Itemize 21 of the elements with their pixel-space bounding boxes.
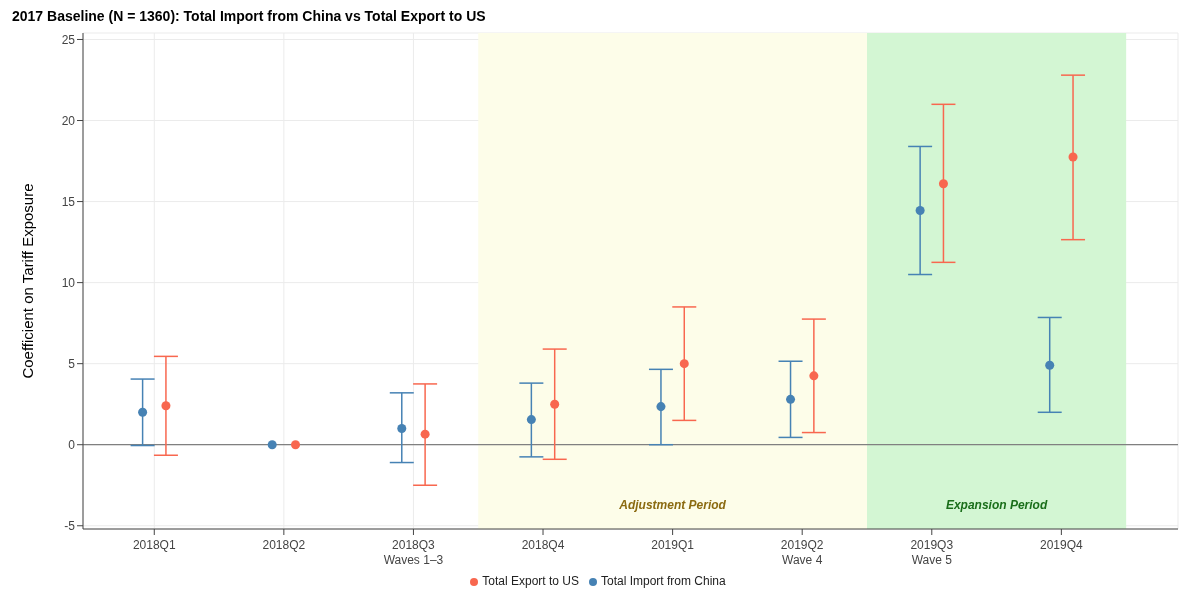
chart-title: 2017 Baseline (N = 1360): Total Import from China vs Total Export to US [12,8,487,24]
band-label: Expansion Period [945,498,1048,512]
y-tick-label: 5 [68,356,76,371]
x-tick-label: 2019Q2 Wave 4 [780,538,824,567]
y-tick-label: 20 [61,113,76,128]
legend-label: Total Export to US [482,574,579,588]
legend-label: Total Import from China [601,574,726,588]
y-tick-label: 25 [61,32,76,47]
y-tick-label: 10 [61,275,76,290]
x-tick-label: 2018Q3 Waves 1–3 [383,538,444,567]
y-axis-title: Coefficient on Tariff Exposure [19,183,37,379]
x-tick-label: 2018Q2 [262,538,306,552]
y-tick-label: -5 [64,519,76,534]
band-label: Adjustment Period [618,498,727,512]
x-tick-label: 2019Q3 Wave 5 [910,538,954,567]
x-tick-label: 2019Q1 [651,538,695,552]
y-tick-label: 0 [68,437,76,452]
x-tick-label: 2018Q1 [132,538,176,552]
y-tick-label: 15 [61,194,76,209]
x-tick-label: 2018Q4 [521,538,565,552]
x-tick-label: 2019Q4 [1040,538,1084,552]
